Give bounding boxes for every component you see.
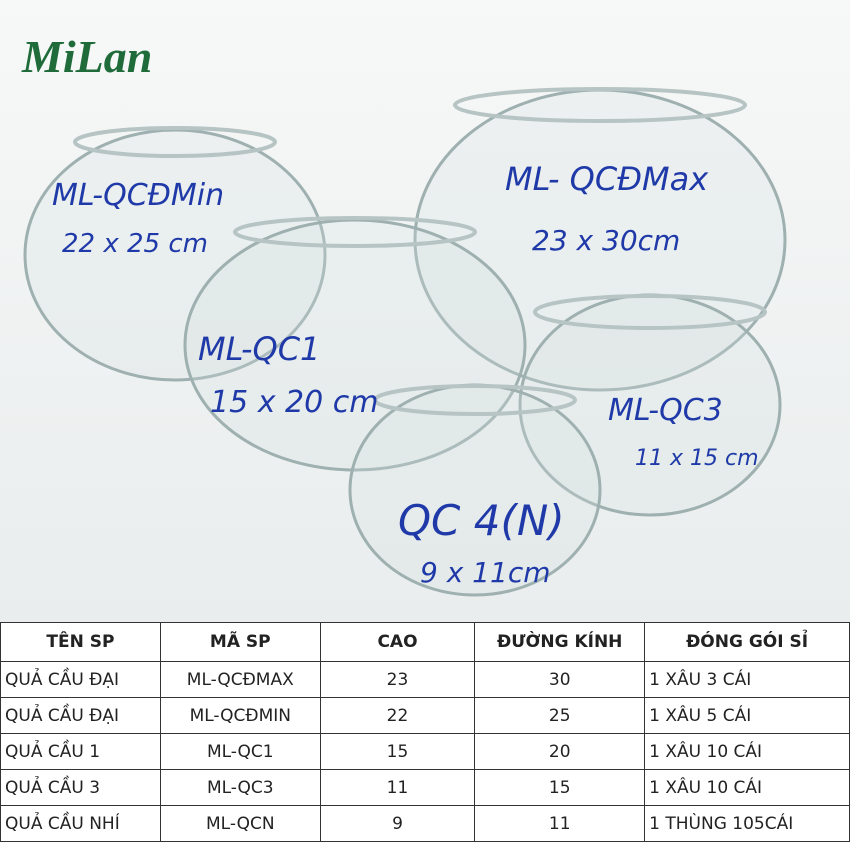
table-cell: QUẢ CẦU ĐẠI [0, 697, 161, 734]
table-row: QUẢ CẦU 1 ML-QC1 15 20 1 XÂU 10 CÁI [0, 733, 850, 770]
table-cell: 1 XÂU 10 CÁI [644, 769, 850, 806]
table-cell: ML-QC3 [159, 769, 321, 806]
label-code: ML-QC3 [608, 393, 723, 428]
table-header: TÊN SP MÃ SP CAO ĐƯỜNG KÍNH ĐÓNG GÓI SỈ [0, 622, 850, 662]
table-cell: 9 [319, 805, 476, 842]
table-cell: QUẢ CẦU NHÍ [0, 805, 161, 842]
label-code: ML-QCĐMin [52, 178, 224, 213]
table-cell: 20 [474, 733, 646, 770]
table-cell: QUẢ CẦU 1 [0, 733, 161, 770]
header-cell: TÊN SP [0, 622, 161, 662]
table-cell: ML-QC1 [159, 733, 321, 770]
table-cell: ML-QCN [159, 805, 321, 842]
table-row: QUẢ CẦU NHÍ ML-QCN 9 11 1 THÙNG 105CÁI [0, 805, 850, 842]
photo: MiLan ML-QCĐMin 22 x 25 cm ML- QCĐMax 23… [0, 0, 850, 622]
table-cell: 1 XÂU 10 CÁI [644, 733, 850, 770]
table-row: QUẢ CẦU ĐẠI ML-QCĐMAX 23 30 1 XÂU 3 CÁI [0, 661, 850, 698]
table-row: QUẢ CẦU 3 ML-QC3 11 15 1 XÂU 10 CÁI [0, 769, 850, 806]
table-row: QUẢ CẦU ĐẠI ML-QCĐMIN 22 25 1 XÂU 5 CÁI [0, 697, 850, 734]
table-cell: 25 [474, 697, 646, 734]
table-cell: ML-QCĐMAX [159, 661, 321, 698]
table-cell: 1 THÙNG 105CÁI [644, 805, 850, 842]
label-code: ML- QCĐMax [505, 160, 709, 198]
header-cell: MÃ SP [159, 622, 321, 662]
table-cell: 30 [474, 661, 646, 698]
table-cell: 11 [319, 769, 476, 806]
table-cell: QUẢ CẦU ĐẠI [0, 661, 161, 698]
table-cell: 1 XÂU 5 CÁI [644, 697, 850, 734]
table-cell: 11 [474, 805, 646, 842]
table-cell: QUẢ CẦU 3 [0, 769, 161, 806]
bowl [348, 383, 602, 597]
label-size: 22 x 25 cm [62, 229, 208, 259]
table-cell: 15 [319, 733, 476, 770]
header-cell: ĐÓNG GÓI SỈ [644, 622, 850, 662]
label-size: 9 x 11cm [420, 556, 550, 589]
bowl [518, 293, 782, 517]
background [0, 0, 850, 622]
logo: MiLan [21, 31, 152, 82]
label-size: 23 x 30cm [532, 224, 680, 257]
bowl [183, 216, 527, 472]
table-cell: 22 [319, 697, 476, 734]
bowl [23, 126, 327, 382]
bowl [413, 87, 787, 392]
table-cell: 1 XÂU 3 CÁI [644, 661, 850, 698]
header-cell: ĐƯỜNG KÍNH [474, 622, 646, 662]
label-size: 15 x 20 cm [210, 385, 378, 420]
label-code: ML-QC1 [198, 330, 320, 368]
price-table: TÊN SP MÃ SP CAO ĐƯỜNG KÍNH ĐÓNG GÓI SỈ QUẢ … [0, 622, 850, 842]
table-cell: ML-QCĐMIN [159, 697, 321, 734]
label-code: QC 4(N) [398, 496, 565, 545]
table-cell: 15 [474, 769, 646, 806]
header-cell: CAO [319, 622, 476, 662]
table-cell: 23 [319, 661, 476, 698]
label-size: 11 x 15 cm [635, 446, 759, 471]
